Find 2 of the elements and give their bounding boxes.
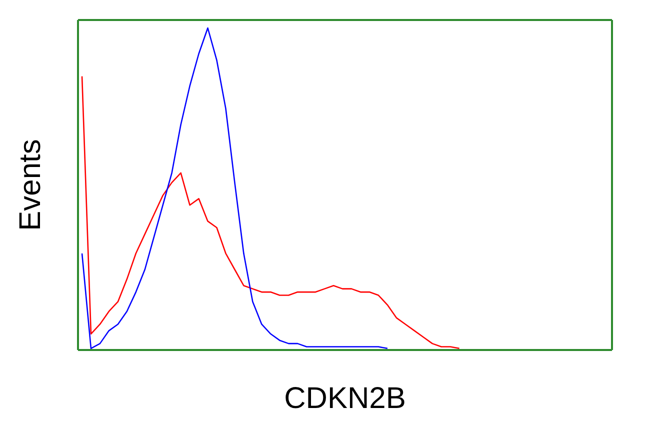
y-axis-title: Events: [14, 139, 47, 231]
x-axis-title: CDKN2B: [284, 382, 406, 415]
